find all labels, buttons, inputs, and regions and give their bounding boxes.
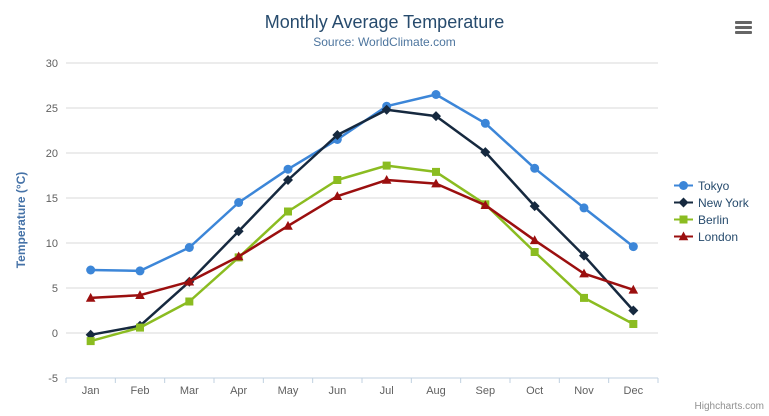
data-point-new-york[interactable] bbox=[233, 226, 244, 237]
y-axis-tick-label: 30 bbox=[46, 58, 58, 70]
data-point-berlin[interactable] bbox=[530, 248, 539, 256]
data-point-tokyo[interactable] bbox=[530, 163, 540, 173]
data-point-london[interactable] bbox=[135, 290, 145, 299]
circle-marker-icon bbox=[674, 181, 693, 190]
data-point-london[interactable] bbox=[233, 251, 244, 261]
data-point-tokyo[interactable] bbox=[135, 266, 145, 276]
y-axis-title: Temperature (°C) bbox=[14, 171, 28, 269]
y-axis-tick-label: 15 bbox=[46, 193, 58, 205]
hamburger-icon bbox=[735, 21, 752, 24]
legend-label: Tokyo bbox=[698, 178, 730, 193]
legend-item-london[interactable]: London bbox=[674, 228, 749, 245]
highcharts-credits[interactable]: Highcharts.com bbox=[694, 401, 764, 412]
data-point-london[interactable] bbox=[579, 268, 589, 278]
data-point-tokyo[interactable] bbox=[86, 265, 96, 275]
y-axis-tick-label: -5 bbox=[48, 373, 58, 385]
data-point-berlin[interactable] bbox=[185, 297, 194, 306]
y-axis-tick-label: 10 bbox=[46, 238, 58, 250]
legend: Tokyo New York Berlin London bbox=[674, 177, 749, 245]
data-point-london[interactable] bbox=[332, 191, 343, 200]
data-point-berlin[interactable] bbox=[629, 320, 638, 328]
data-point-tokyo[interactable] bbox=[628, 242, 638, 252]
data-point-new-york[interactable] bbox=[628, 305, 639, 316]
series-line-tokyo[interactable] bbox=[89, 93, 635, 273]
data-point-berlin[interactable] bbox=[333, 176, 342, 184]
x-axis-tick-label: Apr bbox=[230, 385, 247, 397]
data-point-london[interactable] bbox=[184, 276, 195, 286]
chart-title: Monthly Average Temperature bbox=[264, 12, 505, 32]
data-point-new-york[interactable] bbox=[579, 250, 589, 261]
data-point-london[interactable] bbox=[480, 200, 491, 209]
data-point-berlin[interactable] bbox=[432, 167, 440, 176]
diamond-marker-icon bbox=[674, 197, 693, 208]
data-point-berlin[interactable] bbox=[580, 293, 588, 302]
data-point-tokyo[interactable] bbox=[234, 198, 244, 207]
y-axis-tick-label: 25 bbox=[46, 103, 58, 115]
x-axis-tick-label: Feb bbox=[131, 385, 150, 397]
y-axis-tick-label: 20 bbox=[46, 148, 58, 160]
data-point-tokyo[interactable] bbox=[283, 164, 293, 174]
x-axis-tick-label: Nov bbox=[574, 385, 594, 397]
legend-label: New York bbox=[698, 195, 749, 210]
legend-label: Berlin bbox=[698, 212, 729, 227]
legend-marker-symbol bbox=[679, 181, 688, 190]
series-line-london[interactable] bbox=[89, 178, 635, 300]
legend-label: London bbox=[698, 229, 739, 244]
x-axis-tick-label: Mar bbox=[180, 385, 199, 397]
legend-marker-symbol bbox=[679, 215, 688, 224]
legend-item-tokyo[interactable]: Tokyo bbox=[674, 177, 749, 194]
data-point-new-york[interactable] bbox=[283, 175, 293, 185]
data-point-new-york[interactable] bbox=[381, 104, 392, 115]
data-point-london[interactable] bbox=[283, 220, 293, 230]
data-point-london[interactable] bbox=[85, 292, 96, 302]
data-point-london[interactable] bbox=[529, 235, 540, 245]
y-axis-tick-label: 5 bbox=[52, 283, 58, 295]
data-point-london[interactable] bbox=[431, 178, 441, 188]
data-point-new-york[interactable] bbox=[332, 130, 343, 140]
data-point-tokyo[interactable] bbox=[184, 243, 194, 252]
legend-item-new-york[interactable]: New York bbox=[674, 194, 749, 211]
hamburger-icon bbox=[735, 31, 752, 34]
series-line-new-york[interactable] bbox=[89, 108, 635, 337]
x-axis-tick-label: Jun bbox=[328, 385, 346, 397]
data-point-new-york[interactable] bbox=[431, 111, 441, 122]
legend-marker-symbol bbox=[678, 231, 689, 241]
data-point-berlin[interactable] bbox=[136, 323, 144, 332]
x-axis-tick-label: Dec bbox=[624, 385, 644, 397]
y-axis-tick-label: 0 bbox=[52, 328, 58, 340]
data-point-tokyo[interactable] bbox=[431, 90, 441, 99]
data-point-london[interactable] bbox=[628, 284, 639, 294]
series-line-berlin[interactable] bbox=[89, 164, 635, 343]
data-point-tokyo[interactable] bbox=[579, 203, 589, 213]
x-axis-tick-label: Aug bbox=[426, 385, 446, 397]
x-axis-tick-label: Oct bbox=[526, 385, 543, 397]
data-point-new-york[interactable] bbox=[480, 147, 491, 158]
square-marker-icon bbox=[674, 215, 693, 224]
legend-marker-symbol bbox=[678, 197, 689, 208]
data-point-berlin[interactable] bbox=[382, 161, 391, 170]
data-point-london[interactable] bbox=[381, 175, 392, 184]
context-menu-button[interactable] bbox=[735, 21, 752, 34]
chart-subtitle: Source: WorldClimate.com bbox=[313, 35, 456, 49]
x-axis-tick-label: Sep bbox=[476, 385, 496, 397]
legend-item-berlin[interactable]: Berlin bbox=[674, 211, 749, 228]
data-point-berlin[interactable] bbox=[86, 337, 95, 346]
x-axis-tick-label: Jan bbox=[82, 385, 100, 397]
x-axis-tick-label: May bbox=[278, 385, 299, 397]
data-point-new-york[interactable] bbox=[529, 201, 540, 212]
data-point-berlin[interactable] bbox=[284, 207, 292, 216]
x-axis-tick-label: Jul bbox=[380, 385, 394, 397]
hamburger-icon bbox=[735, 26, 752, 29]
data-point-tokyo[interactable] bbox=[480, 118, 490, 128]
triangle-marker-icon bbox=[674, 231, 693, 241]
